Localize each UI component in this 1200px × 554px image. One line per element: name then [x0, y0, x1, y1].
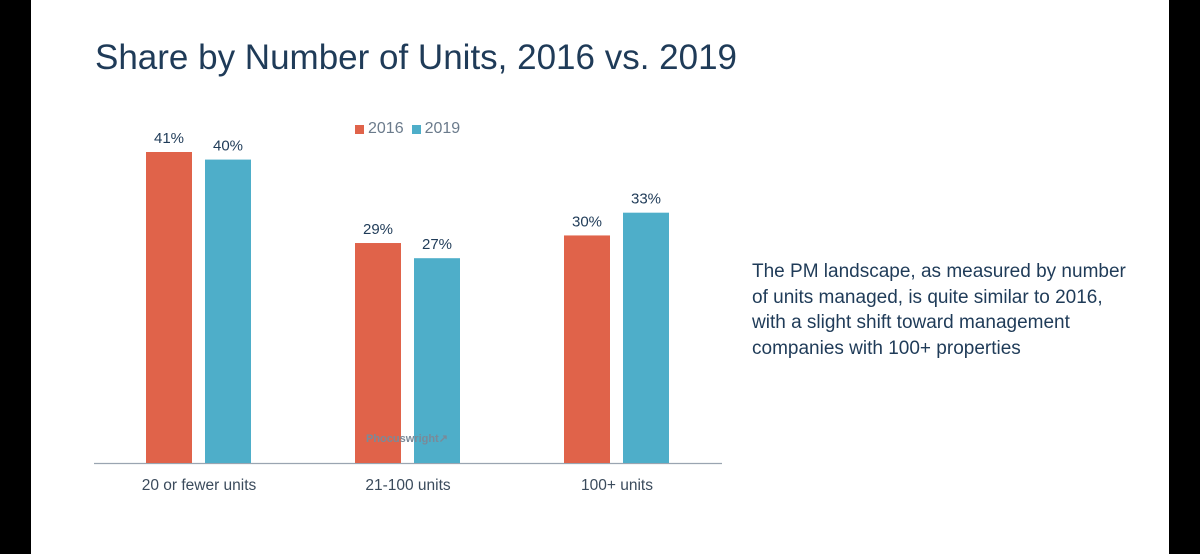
- data-label-2019-20-or-fewer: 40%: [213, 138, 243, 155]
- legend-item-2016: 2016: [355, 120, 404, 138]
- legend-item-2019: 2019: [411, 120, 461, 138]
- footer-note: [95, 548, 825, 554]
- category-label-21-100: 21-100 units: [365, 477, 451, 494]
- data-label-2016-100-plus: 30%: [572, 213, 602, 230]
- data-label-2019-21-100: 27%: [422, 236, 452, 253]
- watermark-logo-icon: ↗: [438, 433, 448, 445]
- bar-2019-20-or-fewer: [205, 159, 251, 463]
- legend-label-2019: 2019: [424, 120, 461, 137]
- data-label-2016-21-100: 29%: [363, 221, 393, 238]
- bar-2019-21-100: [414, 258, 460, 463]
- phocuswright-watermark: Phocuswright↗: [366, 432, 448, 445]
- chart-legend: 2016 2019: [355, 120, 460, 138]
- legend-label-2016: 2016: [368, 120, 404, 137]
- watermark-text: Phocuswright: [366, 433, 439, 445]
- commentary-text: The PM landscape, as measured by number …: [752, 261, 1126, 359]
- bar-2016-21-100: [355, 243, 401, 463]
- data-label-2016-20-or-fewer: 41%: [154, 130, 184, 147]
- legend-swatch-2019: [411, 124, 421, 134]
- legend-swatch-2016: [355, 124, 364, 134]
- bar-2016-100-plus: [564, 235, 610, 463]
- category-label-20-or-fewer: 20 or fewer units: [142, 477, 257, 494]
- bar-2016-20-or-fewer: [146, 152, 192, 463]
- data-label-2019-100-plus: 33%: [631, 191, 661, 208]
- bar-2019-100-plus: [623, 212, 669, 463]
- chart-title: Share by Number of Units, 2016 vs. 2019: [95, 38, 738, 77]
- category-label-100-plus: 100+ units: [581, 477, 653, 494]
